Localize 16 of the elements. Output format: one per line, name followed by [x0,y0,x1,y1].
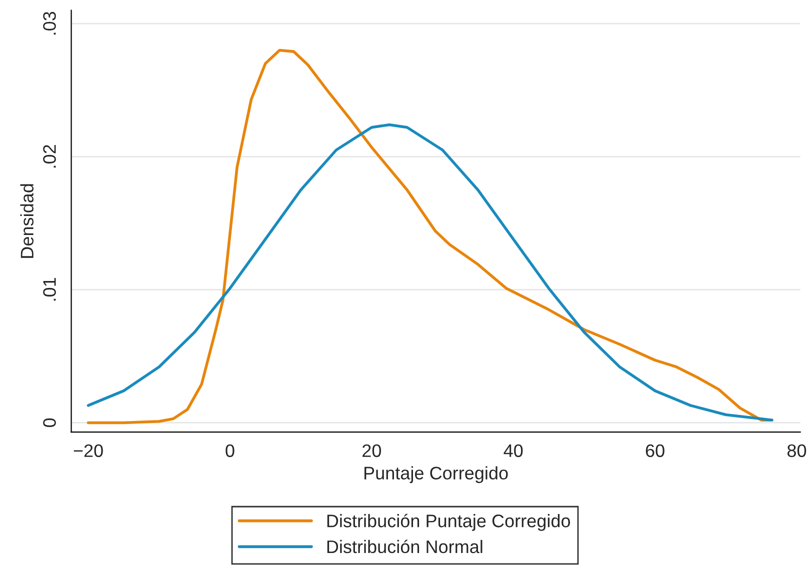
x-tick-label: 40 [504,444,523,458]
x-tick-label: 80 [787,444,806,458]
x-tick-label: 60 [646,444,664,458]
y-axis-title: Densidad [20,184,34,258]
y-tick-label: .02 [43,145,56,168]
y-tick-label: 0 [43,418,56,428]
x-tick-label: −20 [74,444,103,458]
y-tick-label: .01 [43,278,56,301]
y-tick-label: .03 [43,12,56,35]
x-tick-label: 0 [226,444,234,458]
legend-label: Distribución Puntaje Corregido [327,514,570,531]
line-series [86,123,774,422]
x-tick-label: 20 [362,444,381,458]
line-series [86,48,774,424]
legend-label: Distribución Normal [327,540,482,554]
x-axis-title: Puntaje Corregido [364,466,508,484]
